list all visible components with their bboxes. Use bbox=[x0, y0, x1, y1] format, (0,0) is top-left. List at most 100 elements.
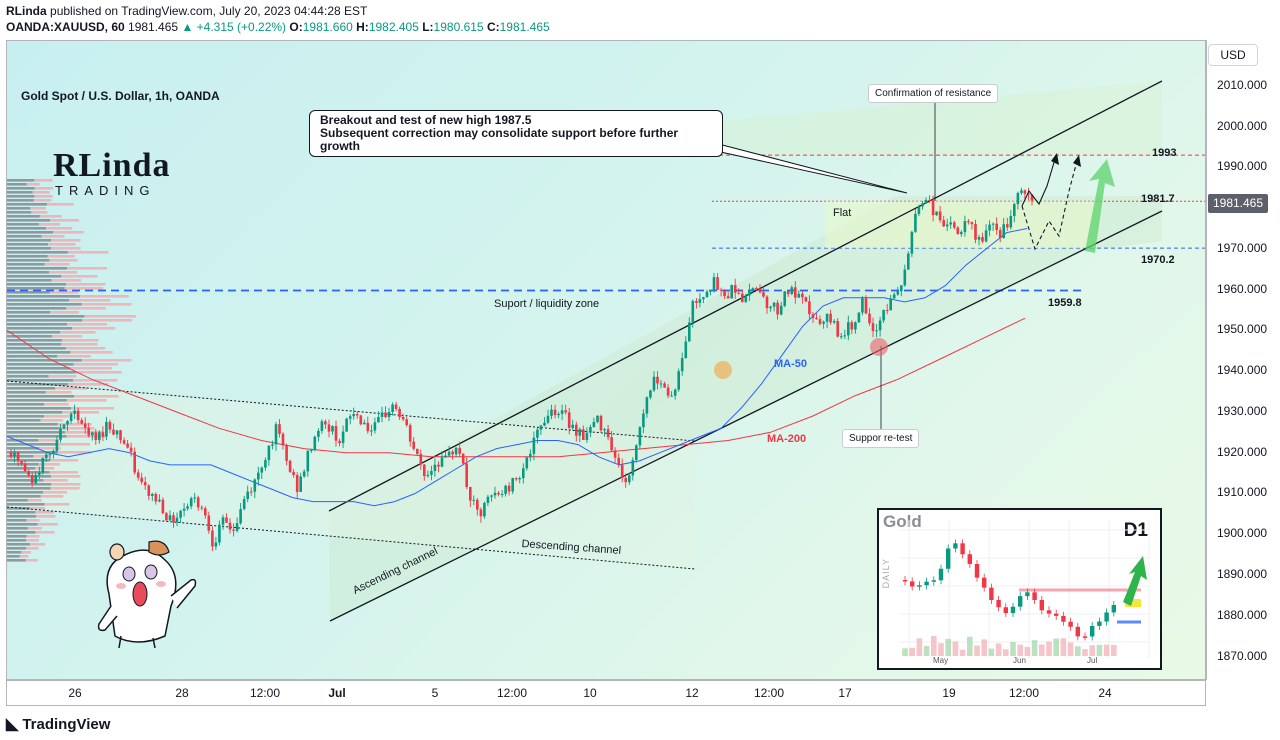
candle-body bbox=[956, 227, 960, 235]
candle-body bbox=[143, 482, 147, 486]
candle-body bbox=[355, 414, 359, 416]
inset-volume bbox=[923, 645, 930, 656]
volume-bar bbox=[7, 271, 50, 274]
inset-candle bbox=[1018, 596, 1023, 607]
volume-bar bbox=[7, 423, 58, 426]
chart-pane[interactable]: Gold Spot / U.S. Dollar, 1h, OANDA RLind… bbox=[6, 40, 1206, 680]
candle-body bbox=[663, 383, 666, 388]
candle-body bbox=[868, 313, 871, 324]
inset-month-0: May bbox=[933, 656, 949, 665]
candle-body bbox=[1013, 204, 1016, 216]
tradingview-logo[interactable]: ◣ TradingView bbox=[6, 714, 110, 734]
volume-bar bbox=[25, 547, 39, 550]
candle-body bbox=[772, 302, 776, 307]
volume-bar bbox=[7, 411, 63, 414]
candle-body bbox=[168, 515, 172, 521]
candle-body bbox=[52, 450, 55, 454]
candle-body bbox=[161, 499, 165, 514]
volume-bar bbox=[7, 431, 66, 434]
open-value: 1981.660 bbox=[302, 20, 353, 34]
candle-body bbox=[797, 293, 801, 298]
growth-arrow bbox=[1085, 159, 1115, 253]
volume-bar bbox=[7, 535, 27, 538]
level-1993-label: 1993 bbox=[1152, 147, 1177, 159]
volume-bar bbox=[65, 431, 104, 434]
volume-bar bbox=[7, 183, 27, 186]
volume-bar bbox=[45, 391, 72, 394]
volume-bar bbox=[26, 183, 40, 186]
volume-bar bbox=[7, 319, 83, 322]
volume-bar bbox=[21, 551, 31, 554]
candle-body bbox=[469, 487, 472, 501]
candle-body bbox=[55, 439, 59, 451]
candle-body bbox=[451, 451, 454, 455]
candle-body bbox=[631, 460, 635, 476]
candle-body bbox=[670, 395, 673, 397]
volume-bar bbox=[7, 487, 51, 490]
candle-body bbox=[652, 376, 656, 391]
volume-bar bbox=[66, 283, 106, 286]
volume-bar bbox=[7, 491, 44, 494]
candle-body bbox=[709, 290, 712, 292]
volume-bar bbox=[57, 451, 91, 454]
candle-body bbox=[702, 297, 705, 300]
volume-bar bbox=[7, 279, 52, 282]
price-chart[interactable] bbox=[7, 41, 1206, 680]
callout-line-1: Breakout and test of new high 1987.5 bbox=[320, 113, 532, 127]
volume-bar bbox=[7, 375, 49, 378]
candle-body bbox=[525, 457, 529, 469]
time-axis[interactable]: 26 28 12:00 Jul 5 12:00 10 12 12:00 17 19 12:00 24 bbox=[6, 680, 1206, 706]
candle-body bbox=[589, 427, 592, 433]
candle-body bbox=[249, 491, 253, 493]
candle-body bbox=[338, 440, 341, 444]
time-tick: 12:00 bbox=[249, 686, 281, 700]
low-value: 1980.615 bbox=[433, 20, 484, 34]
candle-body bbox=[829, 313, 832, 323]
symbol-interval[interactable]: OANDA:XAUUSD, 60 bbox=[6, 20, 125, 34]
candle-body bbox=[804, 297, 808, 302]
candle-body bbox=[638, 427, 642, 446]
volume-bar bbox=[66, 399, 107, 402]
rlinda-logo: RLinda TRADING bbox=[53, 149, 171, 199]
candle-body bbox=[712, 277, 716, 291]
candle-body bbox=[80, 420, 83, 424]
candle-body bbox=[854, 322, 857, 330]
inset-volume bbox=[974, 645, 980, 656]
author-name[interactable]: RLinda bbox=[6, 4, 47, 18]
currency-button[interactable]: USD bbox=[1208, 44, 1258, 66]
candle-body bbox=[391, 404, 394, 412]
daily-inset: Gold D1 DAILY May Jun Jul bbox=[877, 508, 1162, 670]
candle-body bbox=[292, 471, 295, 475]
ma50-label: MA-50 bbox=[774, 358, 808, 370]
volume-bar bbox=[80, 295, 129, 298]
candle-body bbox=[394, 404, 398, 409]
candle-body bbox=[779, 305, 783, 315]
volume-bar bbox=[7, 303, 82, 306]
candle-body bbox=[737, 292, 741, 294]
candle-body bbox=[892, 294, 896, 299]
inset-volume bbox=[981, 639, 987, 656]
candle-body bbox=[765, 296, 769, 309]
volume-bar bbox=[65, 347, 106, 350]
candle-body bbox=[560, 410, 564, 414]
price-tick: 1920.000 bbox=[1217, 444, 1268, 459]
candle-body bbox=[306, 450, 310, 472]
volume-bar bbox=[34, 187, 54, 190]
time-tick: 5 bbox=[431, 686, 439, 700]
candle-body bbox=[942, 220, 945, 227]
inset-volume bbox=[1017, 644, 1023, 656]
price-axis[interactable]: 2010.0002000.0001990.0001980.0001970.000… bbox=[1206, 40, 1280, 680]
candle-body bbox=[27, 471, 30, 476]
inset-candle bbox=[967, 554, 972, 564]
volume-bar bbox=[35, 467, 55, 470]
inset-month-2: Jul bbox=[1087, 656, 1098, 665]
ohlc-line: OANDA:XAUUSD, 60 1981.465 ▲ +4.315 (+0.2… bbox=[6, 20, 550, 34]
volume-bar bbox=[51, 247, 81, 250]
candle-body bbox=[341, 431, 345, 444]
candle-body bbox=[274, 424, 278, 445]
breakout-callout: Breakout and test of new high 1987.5 Sub… bbox=[309, 110, 723, 157]
asc-channel-bottom bbox=[329, 210, 1163, 622]
volume-bar bbox=[50, 219, 79, 222]
candle-body bbox=[815, 317, 818, 320]
price-tick: 1870.000 bbox=[1217, 648, 1268, 663]
